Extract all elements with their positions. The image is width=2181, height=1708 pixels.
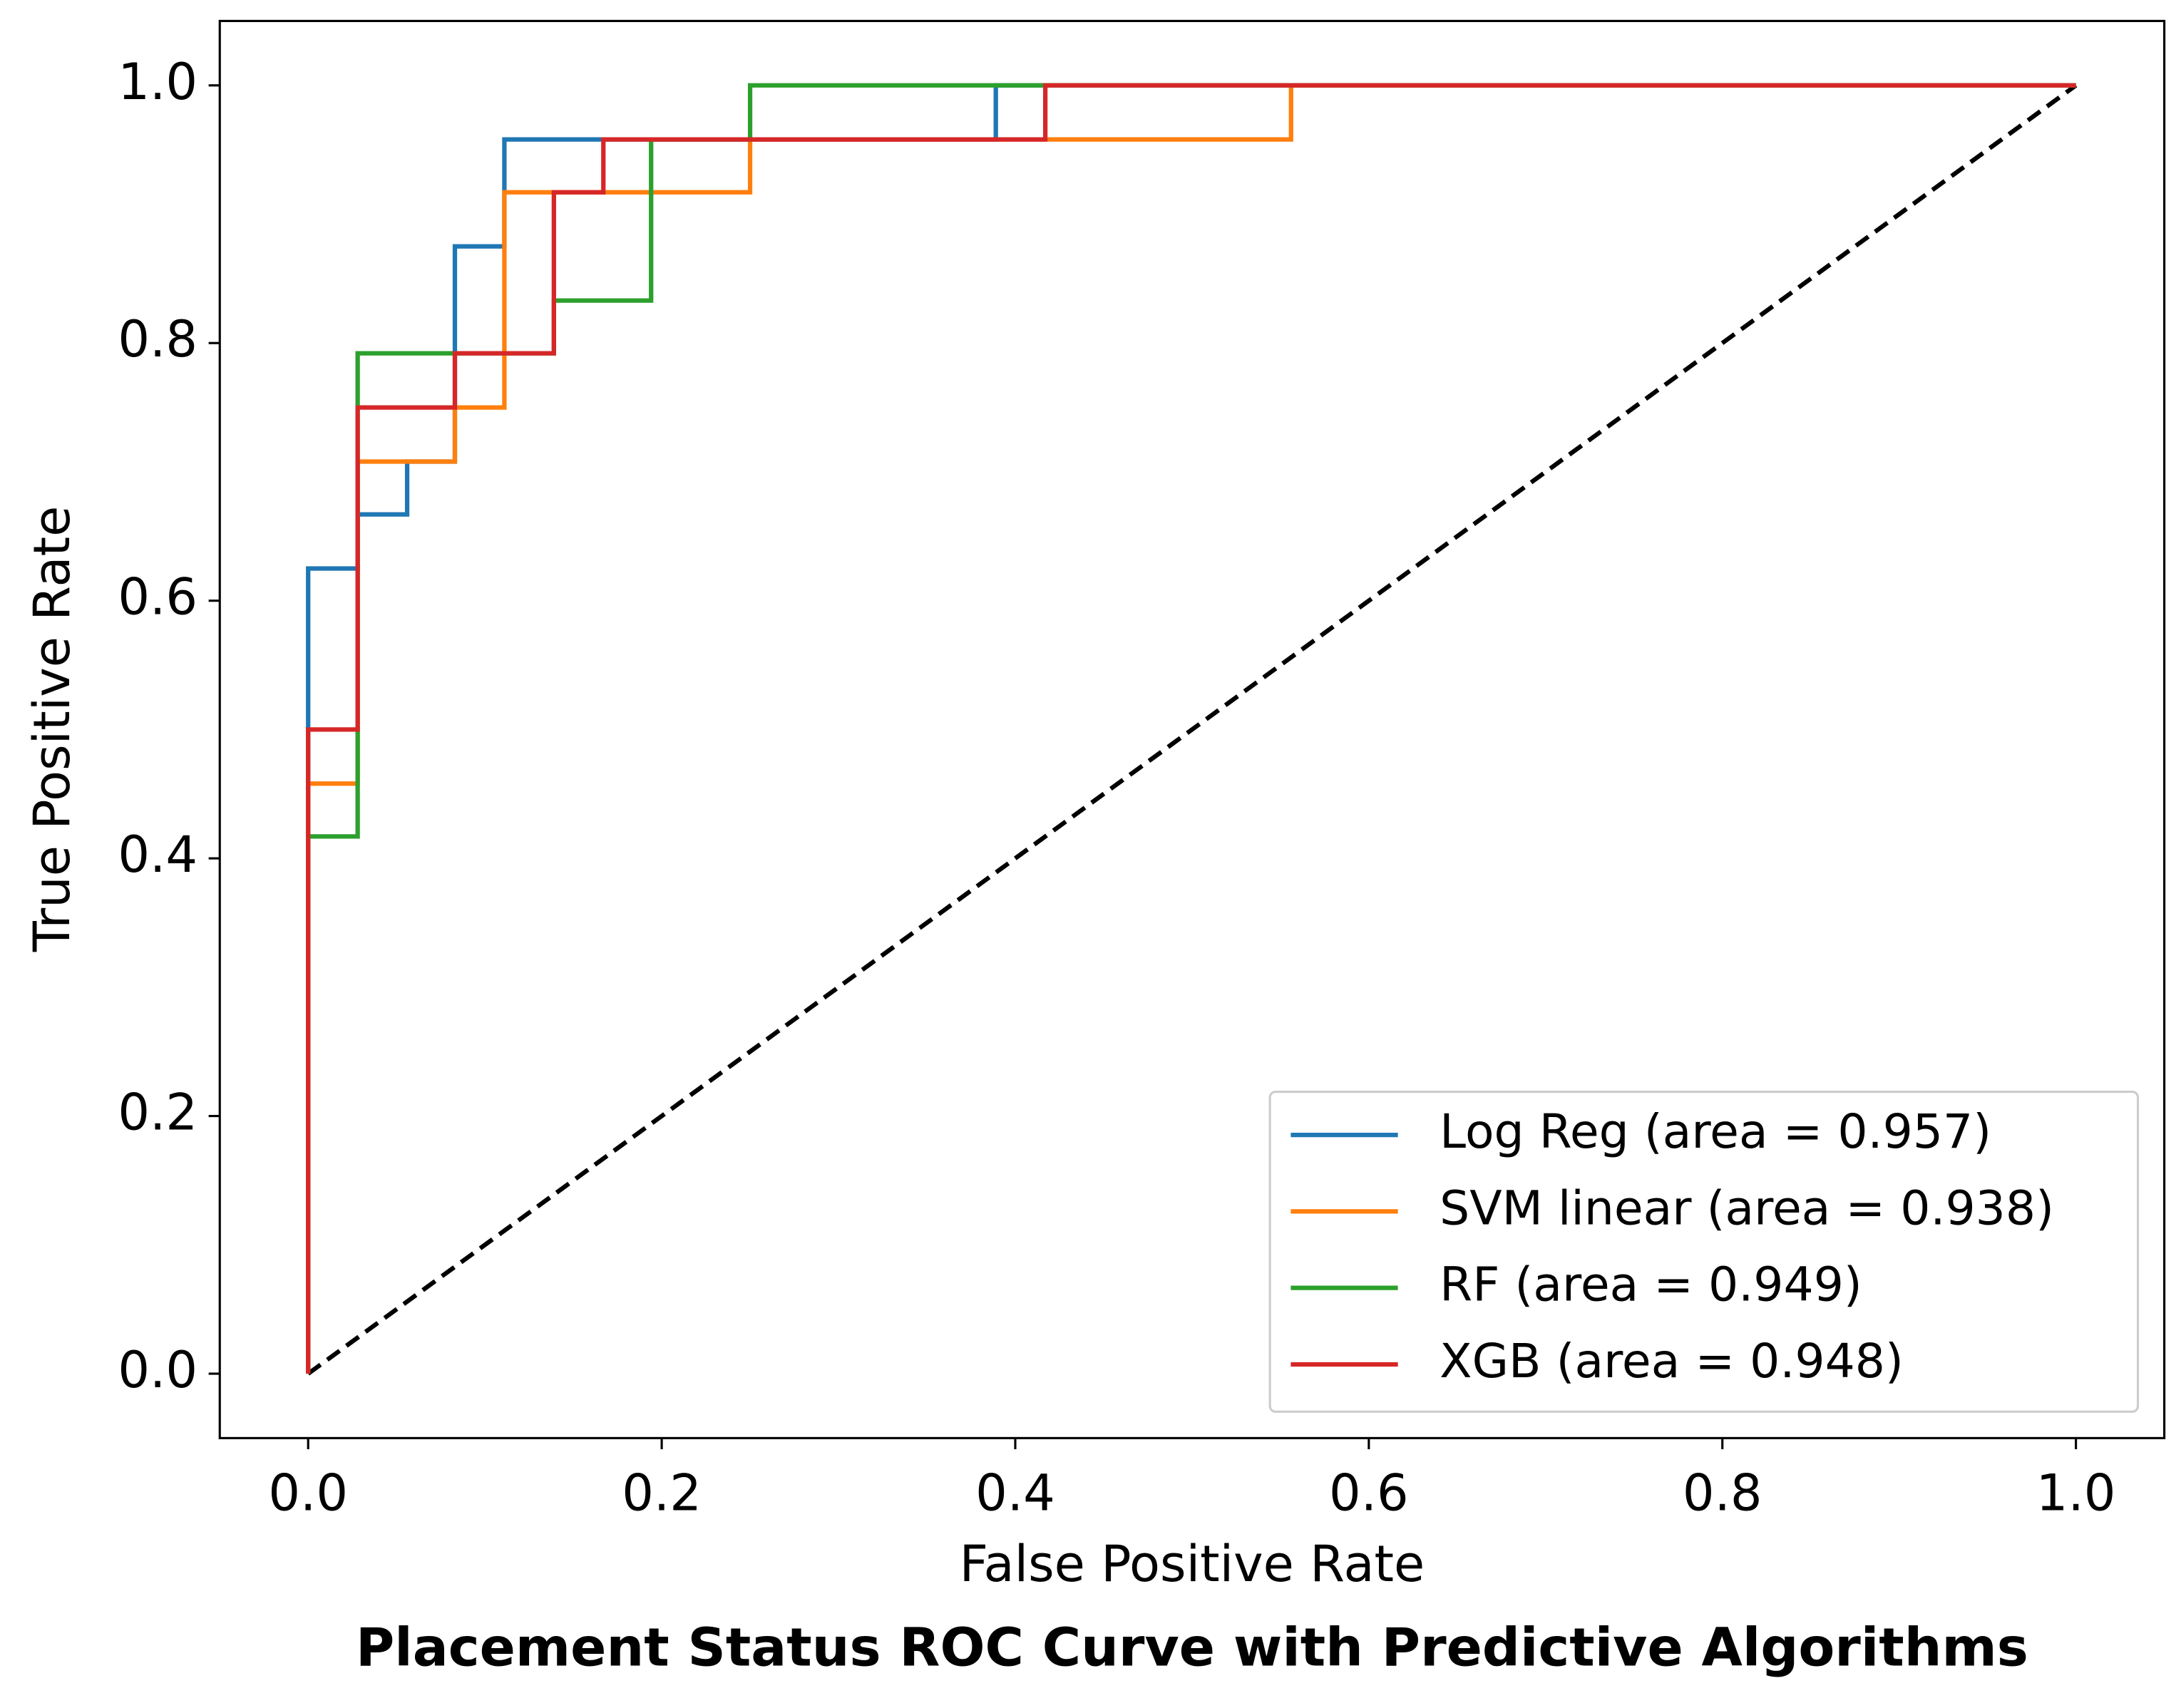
x-tick-label: 0.6 — [1329, 1463, 1409, 1522]
x-tick-label: 0.4 — [975, 1463, 1055, 1522]
legend: Log Reg (area = 0.957) SVM linear (area =… — [1268, 1091, 2140, 1413]
reference-line — [307, 83, 2078, 1376]
x-tick-label: 0.0 — [268, 1463, 348, 1522]
y-tick-label: 0.6 — [118, 568, 197, 627]
legend-label: Log Reg (area = 0.957) — [1440, 1103, 1991, 1159]
plot-frame — [218, 19, 2166, 1439]
y-tick-label: 0.0 — [118, 1341, 197, 1399]
legend-label: SVM linear (area = 0.938) — [1440, 1180, 2054, 1235]
x-tick-label: 1.0 — [2036, 1463, 2116, 1522]
chart-title: Placement Status ROC Curve with Predicti… — [356, 1617, 2028, 1678]
legend-box — [1268, 1091, 2140, 1413]
y-axis-label: True Positive Rate — [23, 506, 81, 953]
x-tick-label: 0.8 — [1683, 1463, 1762, 1522]
y-tick-label: 1.0 — [118, 53, 197, 111]
legend-label: RF (area = 0.949) — [1440, 1257, 1862, 1312]
y-tick-label: 0.8 — [118, 310, 197, 369]
legend-label: XGB (area = 0.948) — [1440, 1333, 1904, 1389]
x-tick-label: 0.2 — [622, 1463, 702, 1522]
x-axis-label: False Positive Rate — [960, 1535, 1425, 1593]
y-tick-label: 0.4 — [118, 825, 197, 884]
roc-curve — [306, 83, 2076, 1374]
y-tick-label: 0.2 — [118, 1084, 197, 1142]
